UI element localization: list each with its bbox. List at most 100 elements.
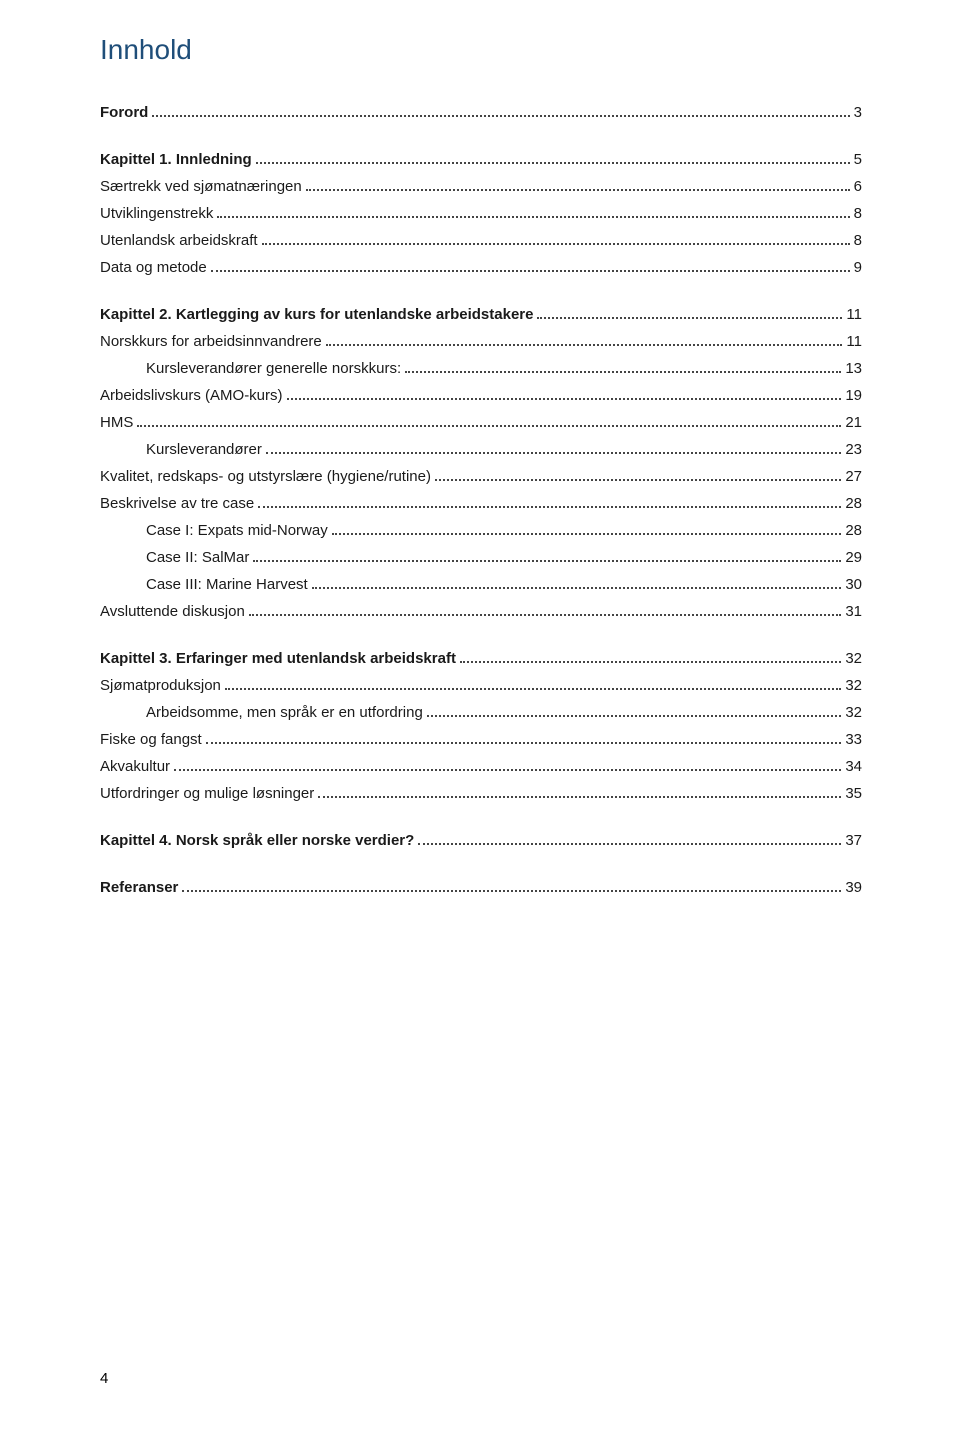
toc-leader: [256, 162, 850, 164]
toc-leader: [537, 317, 842, 319]
toc-entry: Kapittel 4. Norsk språk eller norske ver…: [100, 832, 862, 849]
toc-entry-page: 23: [845, 441, 862, 458]
toc-leader: [418, 843, 841, 845]
toc-entry-label: Norskkurs for arbeidsinnvandrere: [100, 333, 322, 350]
toc-entry: Arbeidsomme, men språk er en utfordring 3…: [100, 704, 862, 721]
toc-entry: Akvakultur 34: [100, 758, 862, 775]
toc-entry-page: 6: [854, 178, 862, 195]
toc-entry-label: Forord: [100, 104, 148, 121]
page: Innhold Forord 3 Kapittel 1. Innledning 5 Sæ…: [0, 0, 960, 1443]
toc-entry: Forord 3: [100, 104, 862, 121]
toc-leader: [174, 769, 841, 771]
toc-entry-page: 11: [846, 306, 862, 323]
toc-entry: Utviklingenstrekk 8: [100, 205, 862, 222]
toc-entry-page: 5: [854, 151, 862, 168]
toc-entry: Referanser39: [100, 879, 862, 896]
toc-leader: [225, 688, 841, 690]
toc-entry-page: 9: [854, 259, 862, 276]
toc-entry-label: Referanser: [100, 879, 178, 896]
toc-leader: [182, 890, 841, 892]
toc-entry: Sjømatproduksjon 32: [100, 677, 862, 694]
toc-leader: [206, 742, 842, 744]
toc-entry: Kapittel 1. Innledning 5: [100, 151, 862, 168]
toc-entry: Kapittel 2. Kartlegging av kurs for uten…: [100, 306, 862, 323]
toc-entry-label: Kapittel 1. Innledning: [100, 151, 252, 168]
toc-entry-page: 11: [846, 333, 862, 350]
toc-gap: [100, 812, 862, 832]
toc-entry-label: Case III: Marine Harvest: [146, 576, 308, 593]
toc-entry-page: 3: [854, 104, 862, 121]
toc-gap: [100, 859, 862, 879]
toc-leader: [249, 614, 841, 616]
toc-leader: [137, 425, 841, 427]
toc-entry-label: HMS: [100, 414, 133, 431]
toc-entry-page: 28: [845, 495, 862, 512]
toc-entry: Avsluttende diskusjon 31: [100, 603, 862, 620]
toc-list: Forord 3 Kapittel 1. Innledning 5 Særtrekk v…: [100, 104, 862, 896]
toc-entry: Case II: SalMar29: [100, 549, 862, 566]
toc-entry-label: Kursleverandører: [146, 441, 262, 458]
toc-entry-page: 35: [845, 785, 862, 802]
toc-leader: [460, 661, 841, 663]
toc-leader: [312, 587, 842, 589]
toc-entry-label: Data og metode: [100, 259, 207, 276]
toc-leader: [217, 216, 849, 218]
toc-entry-label: Arbeidslivskurs (AMO-kurs): [100, 387, 283, 404]
toc-entry: Data og metode 9: [100, 259, 862, 276]
toc-leader: [405, 371, 841, 373]
toc-entry-label: Kvalitet, redskaps- og utstyrslære (hygi…: [100, 468, 431, 485]
toc-entry-label: Fiske og fangst: [100, 731, 202, 748]
toc-entry-page: 37: [845, 832, 862, 849]
toc-gap: [100, 286, 862, 306]
toc-entry-page: 32: [845, 650, 862, 667]
toc-entry: Kapittel 3. Erfaringer med utenlandsk ar…: [100, 650, 862, 667]
toc-entry-label: Case II: SalMar: [146, 549, 249, 566]
toc-entry-page: 32: [845, 677, 862, 694]
toc-entry-page: 34: [845, 758, 862, 775]
toc-entry: Kvalitet, redskaps- og utstyrslære (hygi…: [100, 468, 862, 485]
toc-entry-label: Arbeidsomme, men språk er en utfordring: [146, 704, 423, 721]
toc-leader: [435, 479, 841, 481]
toc-entry-label: Avsluttende diskusjon: [100, 603, 245, 620]
toc-entry-label: Kapittel 3. Erfaringer med utenlandsk ar…: [100, 650, 456, 667]
toc-entry: HMS 21: [100, 414, 862, 431]
toc-leader: [306, 189, 850, 191]
toc-leader: [211, 270, 850, 272]
toc-entry: Arbeidslivskurs (AMO-kurs) 19: [100, 387, 862, 404]
toc-entry-page: 32: [845, 704, 862, 721]
toc-entry: Særtrekk ved sjømatnæringen 6: [100, 178, 862, 195]
toc-entry-label: Sjømatproduksjon: [100, 677, 221, 694]
toc-leader: [152, 115, 849, 117]
toc-entry-label: Utviklingenstrekk: [100, 205, 213, 222]
toc-leader: [427, 715, 842, 717]
toc-leader: [262, 243, 850, 245]
toc-entry: Utfordringer og mulige løsninger 35: [100, 785, 862, 802]
toc-entry: Kursleverandører 23: [100, 441, 862, 458]
toc-leader: [318, 796, 841, 798]
toc-entry: Beskrivelse av tre case 28: [100, 495, 862, 512]
toc-title: Innhold: [100, 34, 862, 66]
toc-leader: [332, 533, 842, 535]
toc-entry: Fiske og fangst33: [100, 731, 862, 748]
toc-entry-page: 13: [845, 360, 862, 377]
toc-entry: Case I: Expats mid-Norway28: [100, 522, 862, 539]
toc-entry-label: Beskrivelse av tre case: [100, 495, 254, 512]
toc-entry: Utenlandsk arbeidskraft8: [100, 232, 862, 249]
toc-entry-page: 27: [845, 468, 862, 485]
toc-entry-label: Utfordringer og mulige løsninger: [100, 785, 314, 802]
toc-leader: [253, 560, 841, 562]
toc-entry-label: Kapittel 4. Norsk språk eller norske ver…: [100, 832, 414, 849]
page-number: 4: [100, 1370, 108, 1387]
toc-entry-label: Akvakultur: [100, 758, 170, 775]
toc-entry-page: 31: [845, 603, 862, 620]
toc-leader: [258, 506, 841, 508]
toc-leader: [266, 452, 841, 454]
toc-entry-page: 19: [845, 387, 862, 404]
toc-entry-page: 21: [845, 414, 862, 431]
toc-entry-label: Særtrekk ved sjømatnæringen: [100, 178, 302, 195]
toc-entry-label: Case I: Expats mid-Norway: [146, 522, 328, 539]
toc-entry-label: Kapittel 2. Kartlegging av kurs for uten…: [100, 306, 533, 323]
toc-entry-page: 8: [854, 205, 862, 222]
toc-entry-page: 30: [845, 576, 862, 593]
toc-entry: Case III: Marine Harvest 30: [100, 576, 862, 593]
